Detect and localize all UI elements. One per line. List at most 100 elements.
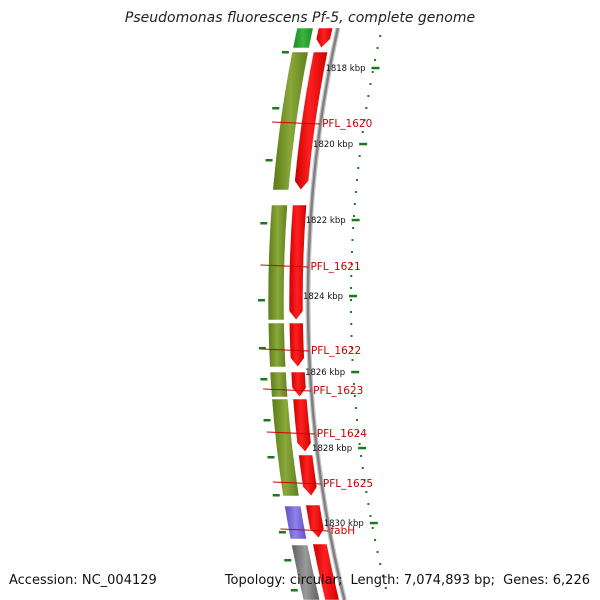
guide-dot (384, 587, 387, 589)
genome-stats: Topology: circular; Length: 7,074,893 bp… (225, 573, 590, 588)
label-leader-line (260, 348, 309, 352)
gene-marker (281, 51, 289, 54)
guide-dot (355, 179, 358, 181)
tick-label: 1822 kbp (306, 216, 346, 226)
gene-label: PFL_1625 (323, 478, 373, 490)
tick-mark (371, 66, 380, 70)
topology-value: circular; (289, 573, 343, 588)
tick-mark (369, 521, 378, 525)
gene-marker (260, 222, 268, 225)
guide-dot (371, 71, 374, 73)
gene-label: PFL_1620 (322, 118, 372, 130)
genes-value: 6,226 (552, 573, 590, 588)
forward-cds (292, 398, 312, 453)
cog-block (267, 204, 288, 321)
guide-dot (367, 503, 370, 505)
guide-dot (350, 335, 353, 337)
guide-dot (381, 575, 384, 577)
guide-dot (355, 419, 358, 421)
guide-dot (367, 95, 370, 97)
cog-block (291, 544, 321, 600)
guide-dot (350, 311, 353, 313)
guide-dot (351, 359, 354, 361)
forward-cds (290, 371, 307, 398)
guide-dot (379, 35, 382, 37)
guide-dot (351, 239, 354, 241)
guide-dot (376, 551, 379, 553)
label-leader-line (272, 121, 321, 125)
label-leader-line (280, 528, 329, 532)
tick-mark (351, 218, 360, 222)
genes-label: Genes: (503, 573, 549, 588)
guide-dot (374, 59, 377, 61)
guide-dot (353, 203, 356, 205)
accession-info: Accession: NC_004129 (9, 573, 157, 588)
label-leader-line (272, 481, 321, 485)
guide-dot (350, 251, 353, 253)
guide-dot (376, 47, 379, 49)
gene-marker (272, 107, 280, 110)
guide-dot (352, 383, 355, 385)
gene-label: PFL_1623 (313, 385, 363, 397)
guide-dot (350, 287, 353, 289)
forward-cds (288, 322, 305, 368)
guide-dot (365, 491, 368, 493)
accession-label: Accession: (9, 573, 78, 588)
guide-dot (354, 191, 357, 193)
guide-dot (357, 431, 360, 433)
guide-dot (354, 407, 357, 409)
tick-label: 1830 kbp (324, 519, 364, 529)
gene-marker (260, 378, 268, 381)
genome-backbone (306, 27, 346, 600)
guide-dot (365, 107, 368, 109)
guide-dot (361, 131, 364, 133)
gene-label: PFL_1622 (311, 345, 361, 357)
forward-cds (288, 204, 307, 321)
gene-marker (290, 589, 298, 592)
cog-block (284, 505, 307, 540)
guide-dot (352, 215, 355, 217)
length-value: 7,074,893 bp; (403, 573, 496, 588)
guide-dot (369, 83, 372, 85)
guide-dot (350, 275, 353, 277)
guide-dot (379, 563, 382, 565)
tick-label: 1826 kbp (305, 368, 345, 378)
guide-dot (357, 167, 360, 169)
guide-dot (353, 395, 356, 397)
gene-label: PFL_1621 (310, 261, 360, 273)
tick-mark (359, 142, 368, 146)
forward-cds (315, 27, 334, 49)
guide-dot (363, 119, 366, 121)
tick-mark (349, 294, 358, 298)
forward-cds (294, 51, 329, 191)
cog-block (267, 322, 287, 368)
guide-dot (363, 479, 366, 481)
label-leader-line (263, 388, 312, 392)
guide-dot (358, 443, 361, 445)
guide-dot (350, 299, 352, 301)
tick-label: 1820 kbp (313, 140, 353, 150)
gene-marker (272, 494, 280, 497)
guide-dot (352, 227, 355, 229)
forward-cds (312, 543, 340, 600)
guide-dot (350, 263, 353, 265)
guide-dot (360, 455, 363, 457)
accession-value: NC_004129 (81, 573, 157, 588)
guide-dot (358, 155, 361, 157)
guide-dot (371, 527, 374, 529)
cog-block (269, 371, 289, 398)
tick-label: 1828 kbp (312, 444, 352, 454)
gene-marker (267, 456, 275, 459)
gene-marker (258, 299, 265, 302)
gene-label: PFL_1624 (317, 428, 368, 440)
cog-block (292, 27, 314, 49)
guide-dot (374, 539, 377, 541)
cog-block (271, 398, 300, 497)
label-leader-line (260, 264, 309, 268)
gene-marker (265, 159, 273, 162)
guide-dot (350, 323, 353, 325)
label-leader-line (266, 431, 315, 435)
guide-dot (361, 467, 364, 469)
length-label: Length: (350, 573, 400, 588)
